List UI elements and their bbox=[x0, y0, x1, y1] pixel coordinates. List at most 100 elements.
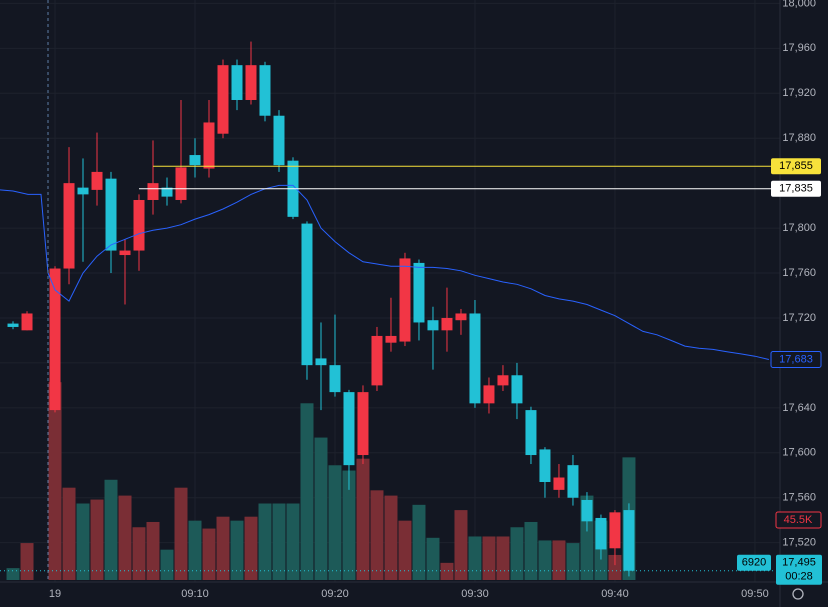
symbol-label: 6920 bbox=[742, 557, 766, 569]
last-price-tag bbox=[776, 554, 822, 585]
volume-bar bbox=[90, 499, 104, 580]
volume-bar bbox=[132, 527, 146, 580]
y-tick-label: 17,960 bbox=[782, 42, 816, 54]
volume-bar bbox=[230, 520, 244, 580]
candle-body bbox=[105, 178, 117, 251]
price-tag-label: 17,855 bbox=[779, 160, 813, 172]
candle-body bbox=[231, 65, 243, 100]
x-tick-label: 09:40 bbox=[601, 588, 629, 600]
y-tick-label: 17,720 bbox=[782, 312, 816, 324]
candle-body bbox=[329, 365, 341, 393]
volume-bar bbox=[244, 516, 258, 580]
x-tick-label: 09:20 bbox=[321, 588, 349, 600]
volume-tag-label: 45.5K bbox=[784, 514, 813, 526]
ma-tag bbox=[770, 351, 822, 369]
candle-body bbox=[581, 499, 593, 522]
volume-bar bbox=[342, 470, 356, 580]
y-tick-label: 17,560 bbox=[782, 492, 816, 504]
volume-bar bbox=[328, 465, 342, 580]
candle-body bbox=[189, 155, 201, 166]
volume-bar bbox=[440, 562, 454, 580]
candle-body bbox=[385, 335, 397, 343]
volume-bar bbox=[160, 549, 174, 580]
y-tick-label: 17,760 bbox=[782, 267, 816, 279]
candle-body bbox=[259, 65, 271, 116]
candle-body bbox=[511, 375, 523, 404]
y-tick-label: 18,000 bbox=[782, 0, 816, 9]
volume-bar bbox=[62, 487, 76, 580]
volume-bar bbox=[20, 543, 34, 580]
candle-body bbox=[245, 65, 257, 100]
volume-bar bbox=[496, 536, 510, 580]
candle-body bbox=[399, 258, 411, 342]
volume-bar bbox=[482, 536, 496, 580]
y-tick-label: 17,880 bbox=[782, 132, 816, 144]
volume-bar bbox=[300, 403, 314, 580]
candle-body bbox=[49, 268, 61, 411]
volume-bar bbox=[468, 536, 482, 580]
candle-body bbox=[357, 392, 369, 456]
candle-body bbox=[203, 122, 215, 169]
price-tag bbox=[771, 180, 821, 197]
candle-body bbox=[371, 335, 383, 386]
candle-body bbox=[63, 183, 75, 269]
candle-body bbox=[77, 187, 89, 195]
candle-body bbox=[413, 262, 425, 323]
candle-body bbox=[553, 477, 565, 490]
candle-body bbox=[91, 171, 103, 190]
candle-body bbox=[175, 167, 187, 200]
candle-body bbox=[539, 449, 551, 483]
volume-bar bbox=[48, 382, 62, 580]
x-tick-label: 19 bbox=[49, 588, 61, 600]
candle-body bbox=[525, 410, 537, 456]
volume-bar bbox=[566, 543, 580, 580]
price-tag bbox=[771, 158, 821, 175]
candle-body bbox=[119, 250, 131, 256]
volume-tag bbox=[775, 511, 822, 529]
candle-body bbox=[469, 313, 481, 404]
candle-body bbox=[427, 320, 439, 331]
candle-body bbox=[441, 317, 453, 331]
volume-bar bbox=[174, 487, 188, 580]
volume-bar bbox=[314, 437, 328, 580]
volume-bar bbox=[258, 503, 272, 580]
volume-bar bbox=[272, 503, 286, 580]
volume-bar bbox=[412, 504, 426, 580]
volume-bar bbox=[524, 521, 538, 580]
volume-bar bbox=[188, 520, 202, 580]
candle-body bbox=[497, 375, 509, 386]
candle-body bbox=[161, 187, 173, 197]
ma-tag-label: 17,683 bbox=[779, 353, 813, 365]
candle-body bbox=[217, 65, 229, 134]
candle-body bbox=[315, 358, 327, 366]
candle-body bbox=[609, 512, 621, 549]
volume-bar bbox=[146, 521, 160, 580]
volume-bar bbox=[384, 495, 398, 580]
volume-bar bbox=[552, 540, 566, 580]
candle-body bbox=[455, 313, 467, 321]
candle-body bbox=[21, 313, 33, 331]
volume-bar bbox=[510, 527, 524, 580]
y-tick-label: 17,640 bbox=[782, 402, 816, 414]
volume-bar bbox=[538, 540, 552, 580]
volume-bar bbox=[202, 528, 216, 580]
candle-body bbox=[7, 323, 19, 327]
volume-bar bbox=[454, 510, 468, 580]
y-tick-label: 17,520 bbox=[782, 537, 816, 549]
y-tick-label: 17,920 bbox=[782, 87, 816, 99]
volume-bar bbox=[216, 516, 230, 580]
volume bbox=[6, 382, 636, 580]
candle-body bbox=[595, 517, 607, 550]
candle-body bbox=[483, 385, 495, 404]
volume-bar bbox=[356, 458, 370, 580]
settings-icon[interactable] bbox=[792, 588, 804, 600]
candle-body bbox=[567, 465, 579, 498]
price-tag-label: 17,835 bbox=[779, 183, 813, 195]
volume-bar bbox=[104, 479, 118, 580]
candle-body bbox=[623, 510, 635, 571]
candle-body bbox=[273, 115, 285, 166]
volume-bar bbox=[370, 490, 384, 580]
volume-bar bbox=[6, 568, 20, 580]
countdown-label: 00:28 bbox=[785, 571, 813, 583]
